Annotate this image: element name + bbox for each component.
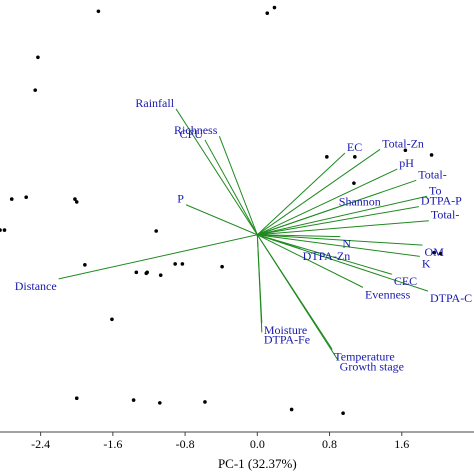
score-point (0, 228, 2, 232)
score-point (110, 317, 114, 322)
loading-vector (256, 152, 346, 236)
loading-label: Growth stage (340, 360, 404, 374)
score-point (325, 155, 329, 159)
x-axis-title: PC-1 (32.37%) (218, 456, 297, 471)
loading-label: Total-Zn (382, 136, 424, 150)
loading-label: To (429, 183, 442, 197)
loading-vectors (58, 108, 429, 360)
loading-label: Shannon (339, 195, 381, 209)
loading-label: Rainfall (135, 96, 174, 110)
score-point (432, 250, 437, 255)
score-point (158, 273, 163, 277)
loading-vector (257, 195, 428, 236)
loading-vector (257, 168, 398, 236)
score-point (131, 398, 136, 402)
loading-label: pH (399, 156, 414, 170)
score-point (352, 181, 356, 185)
loading-vector (204, 139, 258, 236)
score-point (134, 270, 139, 275)
score-point (83, 263, 87, 267)
loading-label: K (422, 256, 431, 270)
loading-vector (257, 206, 420, 236)
score-point (73, 197, 77, 201)
loading-vector (257, 234, 341, 238)
score-point (2, 228, 7, 232)
x-tick-label: -0.8 (176, 437, 195, 451)
score-point (145, 270, 149, 275)
score-point (24, 195, 28, 200)
loading-vector (257, 234, 392, 275)
loading-label: Temperature (334, 349, 394, 363)
score-point (265, 11, 270, 15)
x-tick-label: 1.6 (394, 437, 409, 451)
loading-label: Total- (418, 167, 446, 181)
loading-vector (257, 234, 364, 288)
loading-label: Total- (431, 208, 459, 222)
loading-label: OM (425, 245, 445, 259)
score-point (36, 55, 40, 60)
loading-vector (58, 234, 258, 280)
loading-vector (175, 108, 258, 236)
x-tick-label: 0.0 (250, 437, 265, 451)
loading-vector (256, 234, 263, 333)
score-point (74, 396, 79, 400)
loading-label: N (342, 237, 351, 251)
loading-vector (257, 234, 429, 292)
score-points (0, 5, 443, 416)
loading-label: CFU (180, 127, 204, 141)
loading-label: Moisture (264, 323, 307, 337)
score-point (272, 5, 277, 10)
score-point (429, 153, 434, 157)
loading-label: Distance (15, 279, 57, 293)
score-point (289, 407, 294, 412)
loading-vector (257, 234, 420, 257)
score-point (341, 411, 345, 416)
loading-vector (257, 148, 381, 236)
x-tick-label: 0.8 (322, 437, 337, 451)
score-point (180, 262, 185, 266)
loading-label: DTPA-P (421, 194, 462, 208)
x-axis: -2.4 -1.6 -0.8 0.0 0.8 1.6 (0, 431, 474, 451)
loading-vector (185, 204, 258, 236)
score-point (438, 251, 443, 256)
loading-label: Richness (174, 123, 218, 137)
x-tick-label: -2.4 (31, 437, 50, 451)
loading-label: EC (347, 140, 362, 154)
loading-vector (257, 234, 423, 246)
loading-label: Evenness (365, 287, 411, 301)
score-point (403, 148, 408, 153)
loading-label: DTPA-C (430, 291, 472, 305)
loading-label: DTPA-Zn (303, 249, 351, 263)
loading-label: CEC (394, 274, 417, 288)
score-point (9, 197, 14, 201)
score-point (353, 155, 357, 159)
loading-label: DTPA-Fe (264, 332, 310, 346)
score-point (158, 401, 162, 405)
score-point (33, 88, 38, 92)
score-point (220, 264, 224, 269)
loading-vector (218, 135, 258, 235)
score-point (74, 200, 79, 204)
score-point (173, 262, 177, 266)
loading-vector (257, 220, 429, 236)
score-point (203, 400, 207, 404)
score-point (96, 9, 101, 14)
x-tick-label: -1.6 (103, 437, 122, 451)
score-point (154, 229, 158, 233)
loading-vector (257, 207, 337, 236)
loading-label: P (177, 192, 184, 206)
loading-vector (256, 234, 339, 360)
